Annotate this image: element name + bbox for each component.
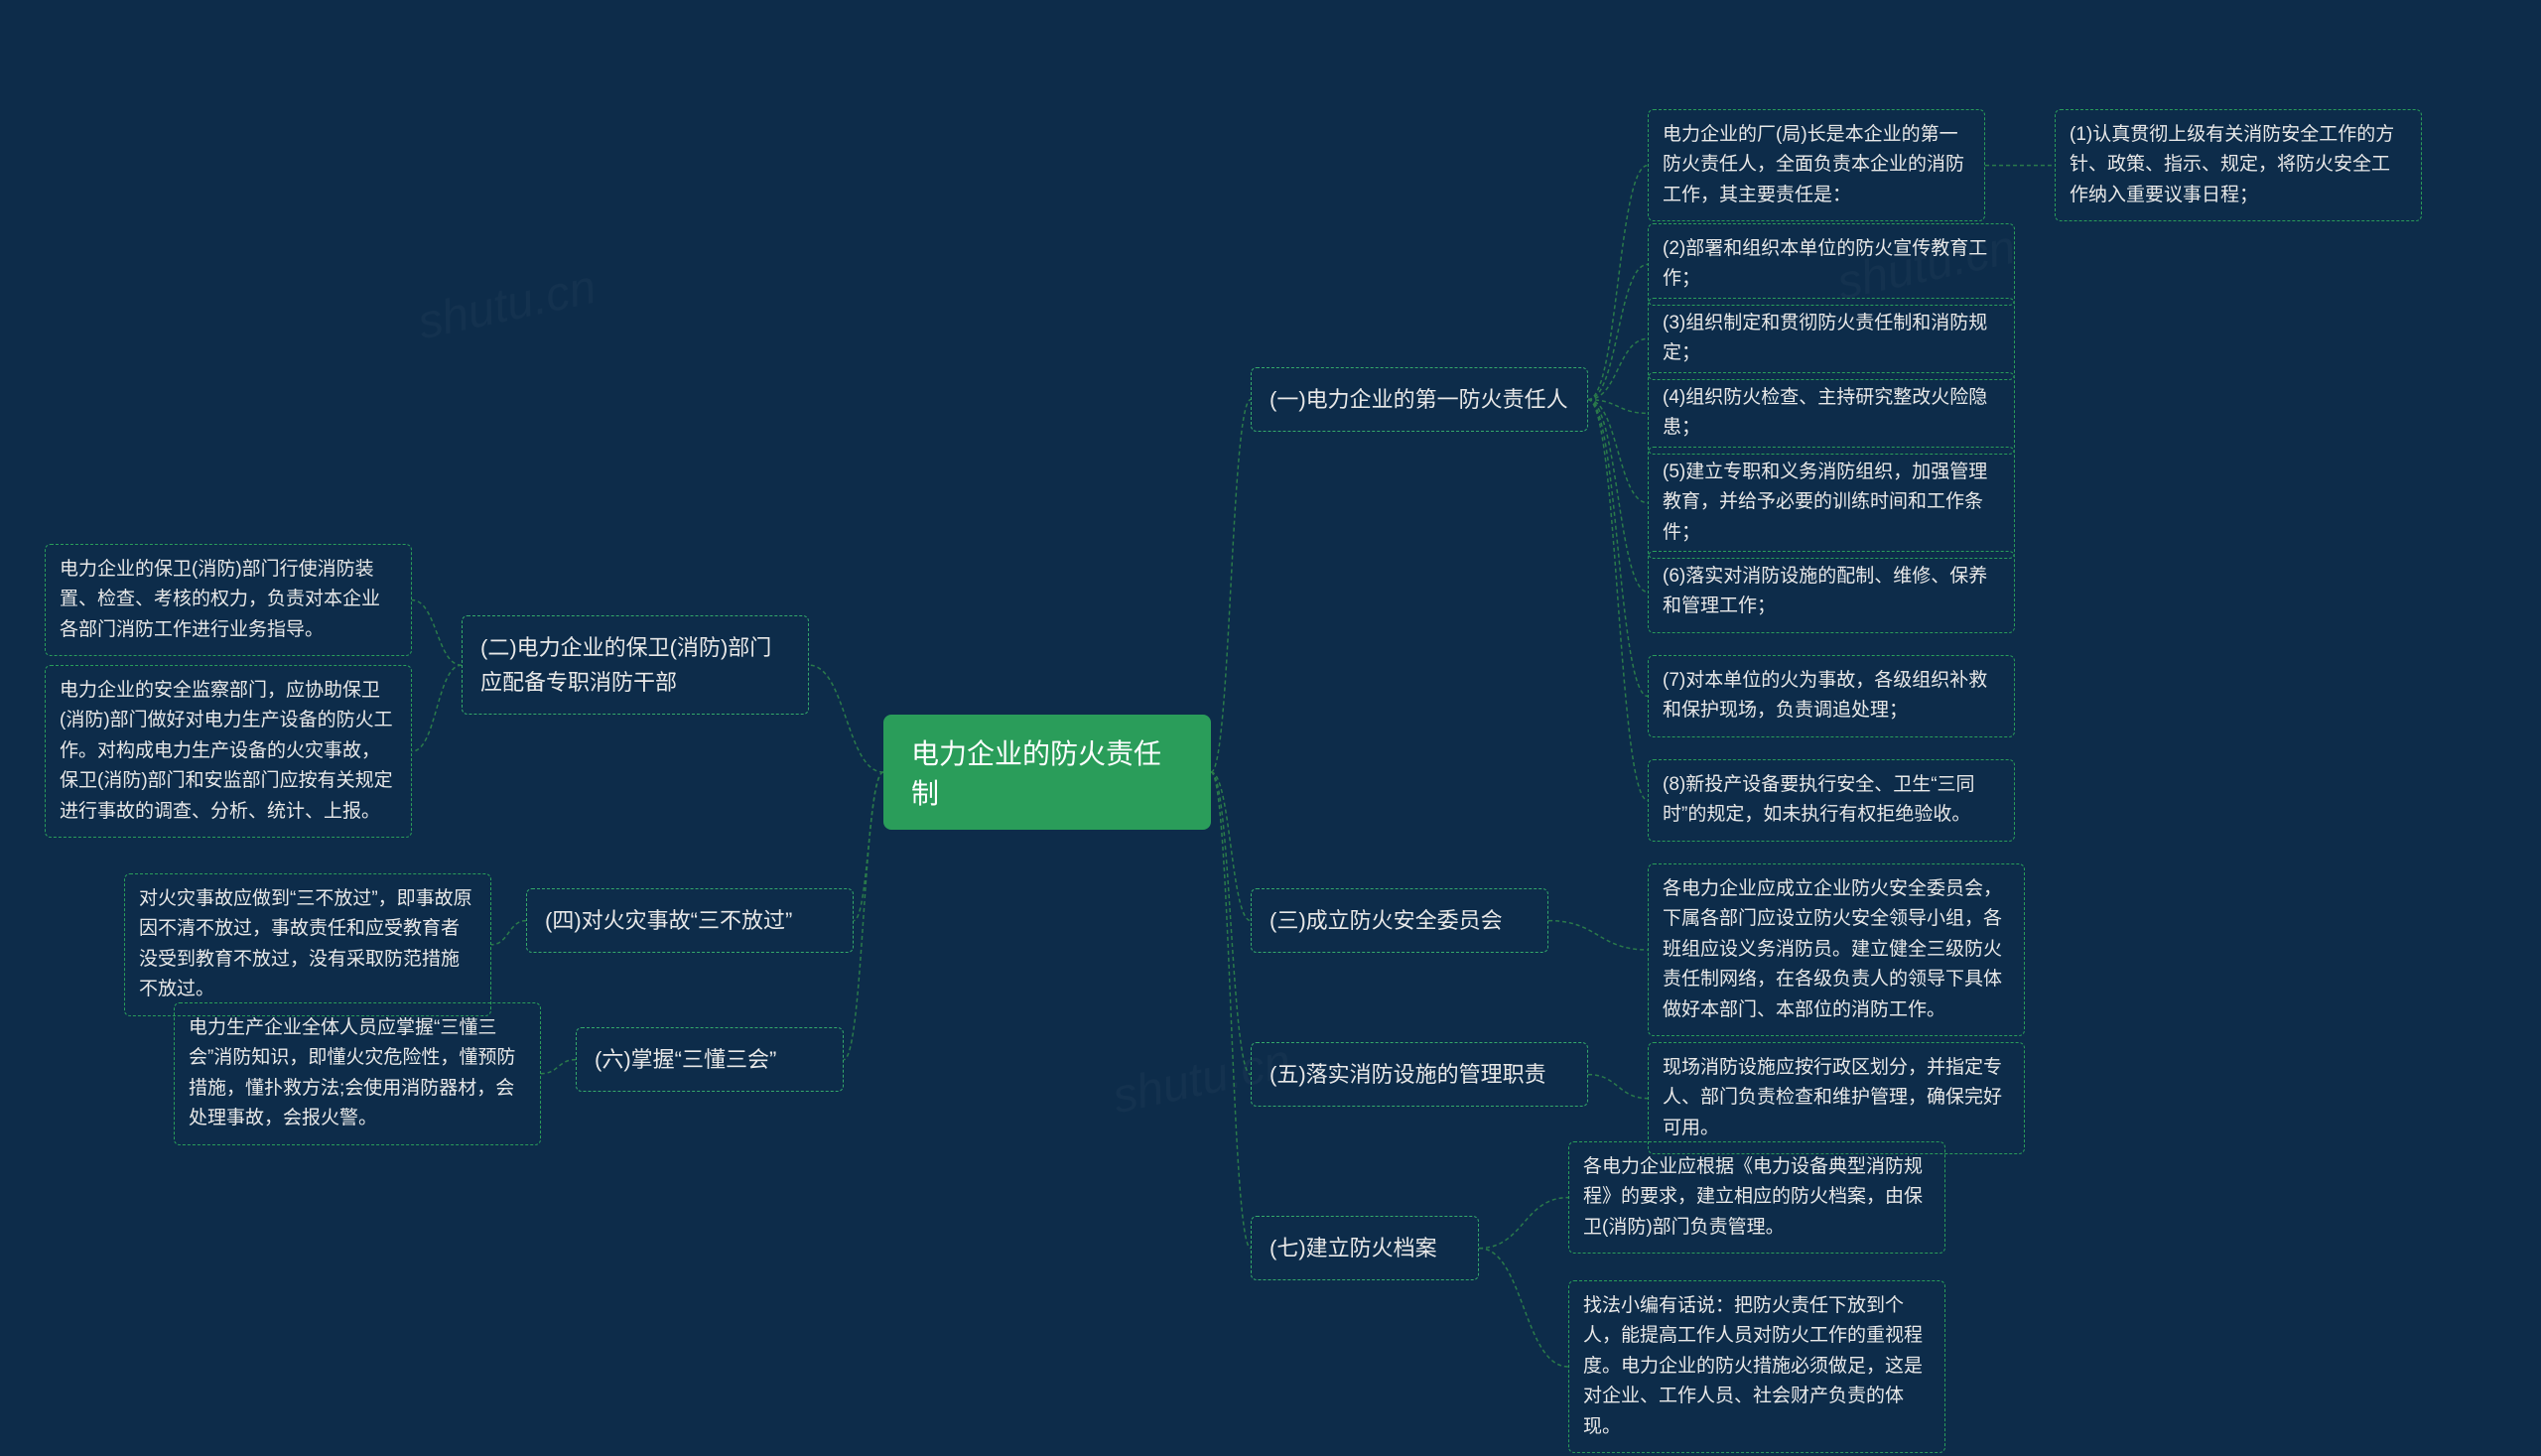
leaf-node: 电力生产企业全体人员应掌握“三懂三会”消防知识，即懂火灾危险性，懂预防措施，懂扑… [174,1002,541,1145]
leaf-node: 各电力企业应成立企业防火安全委员会，下属各部门应设立防火安全领导小组，各班组应设… [1648,863,2025,1036]
leaf-node: 现场消防设施应按行政区划分，并指定专人、部门负责检查和维护管理，确保完好可用。 [1648,1042,2025,1154]
leaf-node: (5)建立专职和义务消防组织，加强管理教育，并给予必要的训练时间和工作条件； [1648,447,2015,559]
leaf-node: 找法小编有话说：把防火责任下放到个人，能提高工作人员对防火工作的重视程度。电力企… [1568,1280,1945,1453]
leaf-node: 电力企业的保卫(消防)部门行使消防装置、检查、考核的权力，负责对本企业各部门消防… [45,544,412,656]
leaf-node: (8)新投产设备要执行安全、卫生“三同时”的规定，如未执行有权拒绝验收。 [1648,759,2015,842]
branch-node: (六)掌握“三懂三会” [576,1027,844,1092]
branch-node: (七)建立防火档案 [1251,1216,1479,1280]
leaf-node: (1)认真贯彻上级有关消防安全工作的方针、政策、指示、规定，将防火安全工作纳入重… [2055,109,2422,221]
branch-node: (四)对火灾事故“三不放过” [526,888,854,953]
leaf-node: 对火灾事故应做到“三不放过”，即事故原因不清不放过，事故责任和应受教育者没受到教… [124,873,491,1016]
leaf-node: 各电力企业应根据《电力设备典型消防规程》的要求，建立相应的防火档案，由保卫(消防… [1568,1141,1945,1254]
center-node: 电力企业的防火责任制 [883,715,1211,830]
leaf-node: (6)落实对消防设施的配制、维修、保养和管理工作； [1648,551,2015,633]
branch-node: (一)电力企业的第一防火责任人 [1251,367,1588,432]
leaf-node: (4)组织防火检查、主持研究整改火险隐患； [1648,372,2015,455]
leaf-node: (2)部署和组织本单位的防火宣传教育工作； [1648,223,2015,306]
leaf-node: (3)组织制定和贯彻防火责任制和消防规定； [1648,298,2015,380]
watermark: shutu.cn [413,260,601,351]
branch-node: (三)成立防火安全委员会 [1251,888,1548,953]
leaf-node: 电力企业的厂(局)长是本企业的第一防火责任人，全面负责本企业的消防工作，其主要责… [1648,109,1985,221]
leaf-node: 电力企业的安全监察部门，应协助保卫(消防)部门做好对电力生产设备的防火工作。对构… [45,665,412,838]
branch-node: (二)电力企业的保卫(消防)部门应配备专职消防干部 [462,615,809,715]
branch-node: (五)落实消防设施的管理职责 [1251,1042,1588,1107]
leaf-node: (7)对本单位的火为事故，各级组织补救和保护现场，负责调追处理； [1648,655,2015,737]
